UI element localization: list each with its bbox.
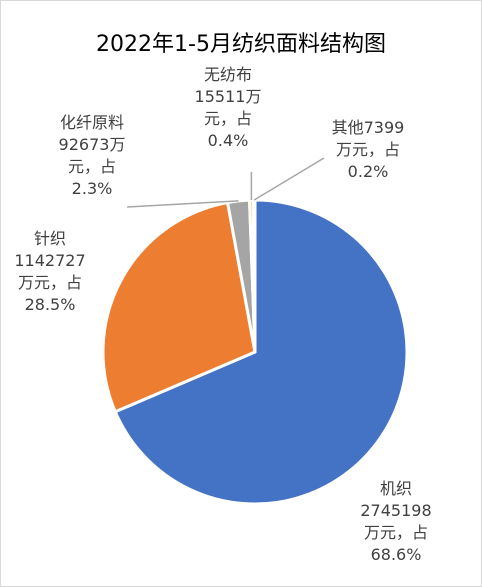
- slice-label-qita: 其他7399 万元，占 0.2%: [318, 117, 418, 183]
- slice-label-line: 机织: [379, 479, 412, 498]
- slice-label-huaxian: 化纤原料 92673万 元，占 2.3%: [44, 112, 140, 200]
- slice-label-line: 针织: [33, 229, 66, 248]
- chart-title: 2022年1-5月纺织面料结构图: [96, 32, 386, 57]
- slice-label-line: 0.2%: [347, 162, 389, 181]
- slice-label-line: 92673万: [58, 135, 126, 154]
- slice-label-wufangbu: 无纺布 15511万 元，占 0.4%: [180, 64, 276, 152]
- slice-label-line: 其他7399: [331, 118, 405, 137]
- pie-slice-0: [113, 198, 409, 506]
- slice-label-line: 万元，占: [17, 273, 82, 292]
- slice-label-line: 元，占: [67, 157, 116, 176]
- slice-label-line: 68.6%: [370, 545, 422, 564]
- slice-label-line: 元，占: [203, 109, 252, 128]
- slice-label-line: 2.3%: [71, 179, 113, 198]
- slice-label-line: 1142727: [14, 251, 86, 270]
- slice-label-line: 0.4%: [207, 131, 249, 150]
- pie-slice-1: [101, 200, 257, 414]
- slice-label-line: 15511万: [194, 87, 262, 106]
- slice-label-line: 万元，占: [335, 140, 400, 159]
- leader-line-4: [253, 157, 325, 201]
- slice-label-line: 2745198: [360, 501, 432, 520]
- slice-label-line: 无纺布: [203, 65, 252, 84]
- pie-slice-4: [251, 198, 257, 354]
- slice-label-line: 化纤原料: [59, 113, 124, 132]
- leader-line-2: [126, 200, 239, 208]
- slice-label-jizhi: 机织 2745198 万元，占 68.6%: [346, 478, 446, 566]
- slice-label-line: 28.5%: [24, 295, 76, 314]
- slice-label-zhenzhi: 针织 1142727 万元，占 28.5%: [2, 228, 98, 316]
- slice-label-line: 万元，占: [363, 523, 428, 542]
